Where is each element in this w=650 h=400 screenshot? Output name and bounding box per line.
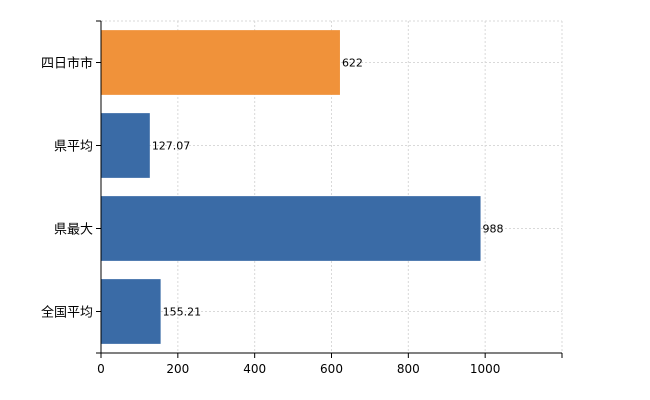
category-label-0: 四日市市 [41,56,93,72]
x-tick-label-5: 1000 [470,362,501,376]
category-label-2: 県最大 [54,223,93,238]
x-tick-label-3: 600 [320,362,343,376]
bar-1 [101,113,150,178]
data-label-1: 127.07 [152,140,191,153]
axis-layer [96,20,563,358]
bar-3 [101,279,161,344]
x-tick-label-2: 400 [243,362,266,376]
data-label-3: 155.21 [163,306,202,319]
x-tick-label-1: 200 [166,362,189,376]
bar-0 [101,30,340,95]
x-tick-label-4: 800 [397,362,420,376]
grid-layer [101,20,563,353]
category-label-1: 県平均 [54,140,93,155]
bar-2 [101,196,481,261]
labels-layer: 622 四日市市 127.07 県平均 988 県最大 155.21 全国平均 0 200 400 6… [41,56,504,377]
data-label-2: 988 [483,223,504,236]
x-tick-label-0: 0 [97,362,105,376]
bars-layer [101,30,481,344]
category-label-3: 全国平均 [41,305,93,321]
data-label-0: 622 [342,57,363,70]
